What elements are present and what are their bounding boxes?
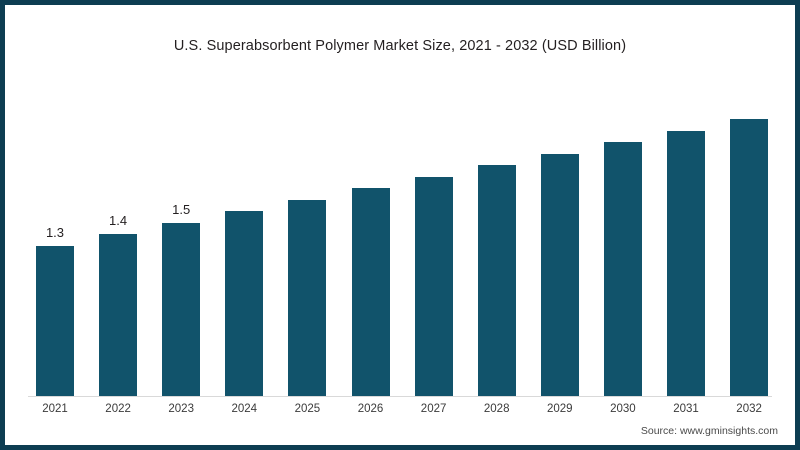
- x-tick-2030: 2030: [610, 403, 636, 415]
- x-tick-2031: 2031: [673, 403, 699, 415]
- bar-2026: [351, 188, 390, 396]
- canvas-border-right: [795, 0, 800, 450]
- bar-2024: [225, 211, 264, 396]
- canvas-border-bottom: [0, 445, 800, 450]
- x-tick-2032: 2032: [736, 403, 762, 415]
- x-tick-2029: 2029: [547, 403, 573, 415]
- bar-2028: [477, 165, 516, 396]
- chart-title: U.S. Superabsorbent Polymer Market Size,…: [173, 38, 627, 54]
- bar-2030: [603, 142, 642, 396]
- x-tick-2023: 2023: [168, 403, 194, 415]
- x-tick-2025: 2025: [294, 403, 321, 415]
- canvas-border-top: [0, 0, 800, 5]
- x-tick-2026: 2026: [357, 403, 384, 415]
- bar-2029: [540, 153, 579, 396]
- x-tick-2022: 2022: [105, 403, 131, 415]
- bar-2027: [414, 176, 453, 396]
- x-tick-2028: 2028: [483, 403, 510, 415]
- bar-2032: [730, 119, 769, 396]
- bar-2022: [99, 234, 138, 396]
- bar-2023: [162, 222, 201, 396]
- bar-2025: [288, 199, 327, 396]
- bar-2031: [667, 130, 705, 396]
- x-tick-2024: 2024: [231, 403, 258, 415]
- bar-value-label-2021: 1.3: [45, 225, 65, 240]
- x-tick-2021: 2021: [42, 403, 68, 415]
- bar-value-label-2023: 1.5: [172, 201, 191, 217]
- bar-2021: [36, 246, 74, 396]
- bar-value-label-2022: 1.4: [109, 213, 128, 229]
- x-tick-2027: 2027: [420, 403, 447, 415]
- source-attribution: Source: www.gminsights.com: [640, 425, 778, 437]
- canvas-border-left: [0, 0, 5, 450]
- x-axis-baseline: [28, 396, 772, 397]
